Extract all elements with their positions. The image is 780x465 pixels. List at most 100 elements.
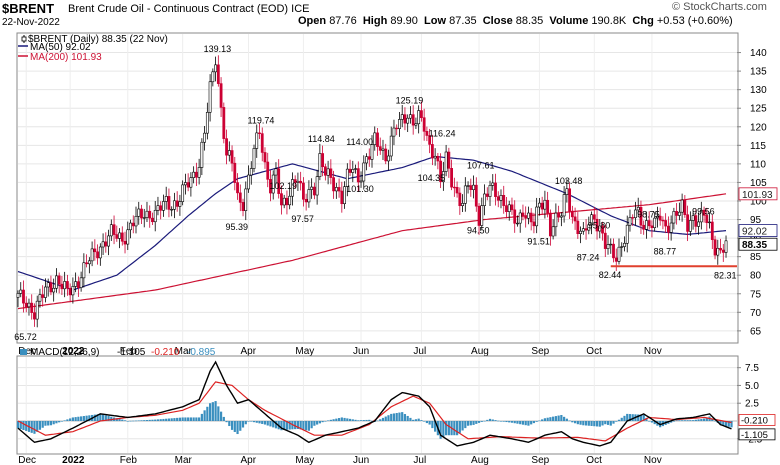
macd-hist-bar [697,419,700,421]
candle-body [521,212,525,217]
candle-body [263,152,267,163]
candle-body [153,209,157,223]
macd-hist-bar [167,418,171,421]
candle-body [381,148,385,151]
macd-hist-bar [225,421,228,423]
price-annotation: 119.74 [247,116,274,126]
price-ytick-label: 85 [750,252,762,263]
ma200-path [17,193,727,310]
price-annotation: 114.84 [308,134,335,144]
macd-legend: MACD(12,26,9) -1.105 -0.210 -0.895 [20,347,216,358]
candle-body [151,217,154,223]
candle-body [576,220,580,234]
candle-body [584,228,588,231]
macd-hist-bar [269,421,272,427]
candle-body [79,277,83,288]
candle-body [658,215,662,221]
candle-body [230,150,234,164]
candle-body [488,185,492,197]
candle-body [238,192,242,203]
candle-body [225,138,228,156]
price-ytick-label: 100 [750,196,767,207]
candle-body [721,249,725,253]
candle-body [502,195,506,206]
macd-hist-bar [609,421,612,426]
macd-hist-bar [310,421,313,429]
ma50-path [17,155,727,291]
candle-body [304,198,308,203]
macd-hist-bar [681,420,684,421]
macd-hist-bar [563,416,566,421]
candle-body [513,209,517,224]
macd-hist-bar [93,414,96,421]
macd-hist-bar [244,421,247,425]
macd-hist-bar [71,417,74,421]
macd-hist-bar [639,414,643,421]
candle-body [312,186,316,196]
candle-body [24,302,28,308]
candle-body [631,217,635,219]
candle-body [719,247,722,251]
price-ytick-label: 80 [750,271,762,282]
candle-body [398,119,401,129]
price-tag-box [738,237,778,251]
macd-hist-bar [535,421,538,422]
price-tag-label: 88.35 [742,240,767,251]
candle-body [612,243,615,259]
candle-body [60,283,64,290]
macd-hist-bar [217,406,220,421]
candle-body [222,107,226,139]
macd-hist-bar [431,421,434,429]
macd-hist-bar [705,417,708,421]
macd-hist-bar [82,416,85,421]
macd-month-label: Aug [471,455,489,465]
candle-body [656,215,659,219]
price-ytick-label: 140 [750,48,767,59]
macd-hist-bar [650,421,654,423]
candle-body [285,197,289,206]
macd-hist-bar [546,417,549,421]
candle-body [359,180,363,183]
price-annotation: 95.39 [226,222,249,232]
price-annotation: 99.56 [692,207,715,217]
candle-body [472,184,475,190]
macd-month-label: Mar [175,455,193,465]
candle-body [299,180,303,184]
macd-hist-bar [466,421,470,426]
candle-body [159,205,163,211]
low-value: 87.35 [449,15,477,27]
candle-body [367,156,371,160]
candle-body [466,185,470,187]
candle-body [483,193,486,206]
macd-hist-bar [187,417,190,421]
candle-body [477,205,481,226]
candle-body [181,184,185,202]
macd-hist-bar [145,420,149,421]
macd-hist-bar [63,420,66,421]
candle-body [145,210,149,218]
chg-value: +0.53 (+0.60%) [656,15,733,27]
legend-ma200: MA(200) 101.93 [30,52,102,63]
price-month-label: 2022 [62,346,85,357]
candle-body [19,289,23,294]
candle-body [134,215,138,227]
macd-hist-bar [631,414,634,421]
candle-body [570,210,574,218]
candle-body [546,199,550,214]
candle-body [307,189,311,203]
candle-body [420,110,423,119]
candle-body [46,282,50,288]
macd-hist-bar [69,418,72,421]
macd-hist-bar [313,421,316,426]
candle-body [244,188,248,211]
price-month-label: May [295,346,314,357]
macd-hist-bar [230,421,234,430]
candle-body [266,161,270,180]
volume-value: 190.8K [591,15,627,27]
candle-body [65,281,69,289]
candle-body [200,141,204,168]
macd-hist-bar [228,421,231,427]
candle-body [184,182,187,186]
candle-body [49,282,53,293]
